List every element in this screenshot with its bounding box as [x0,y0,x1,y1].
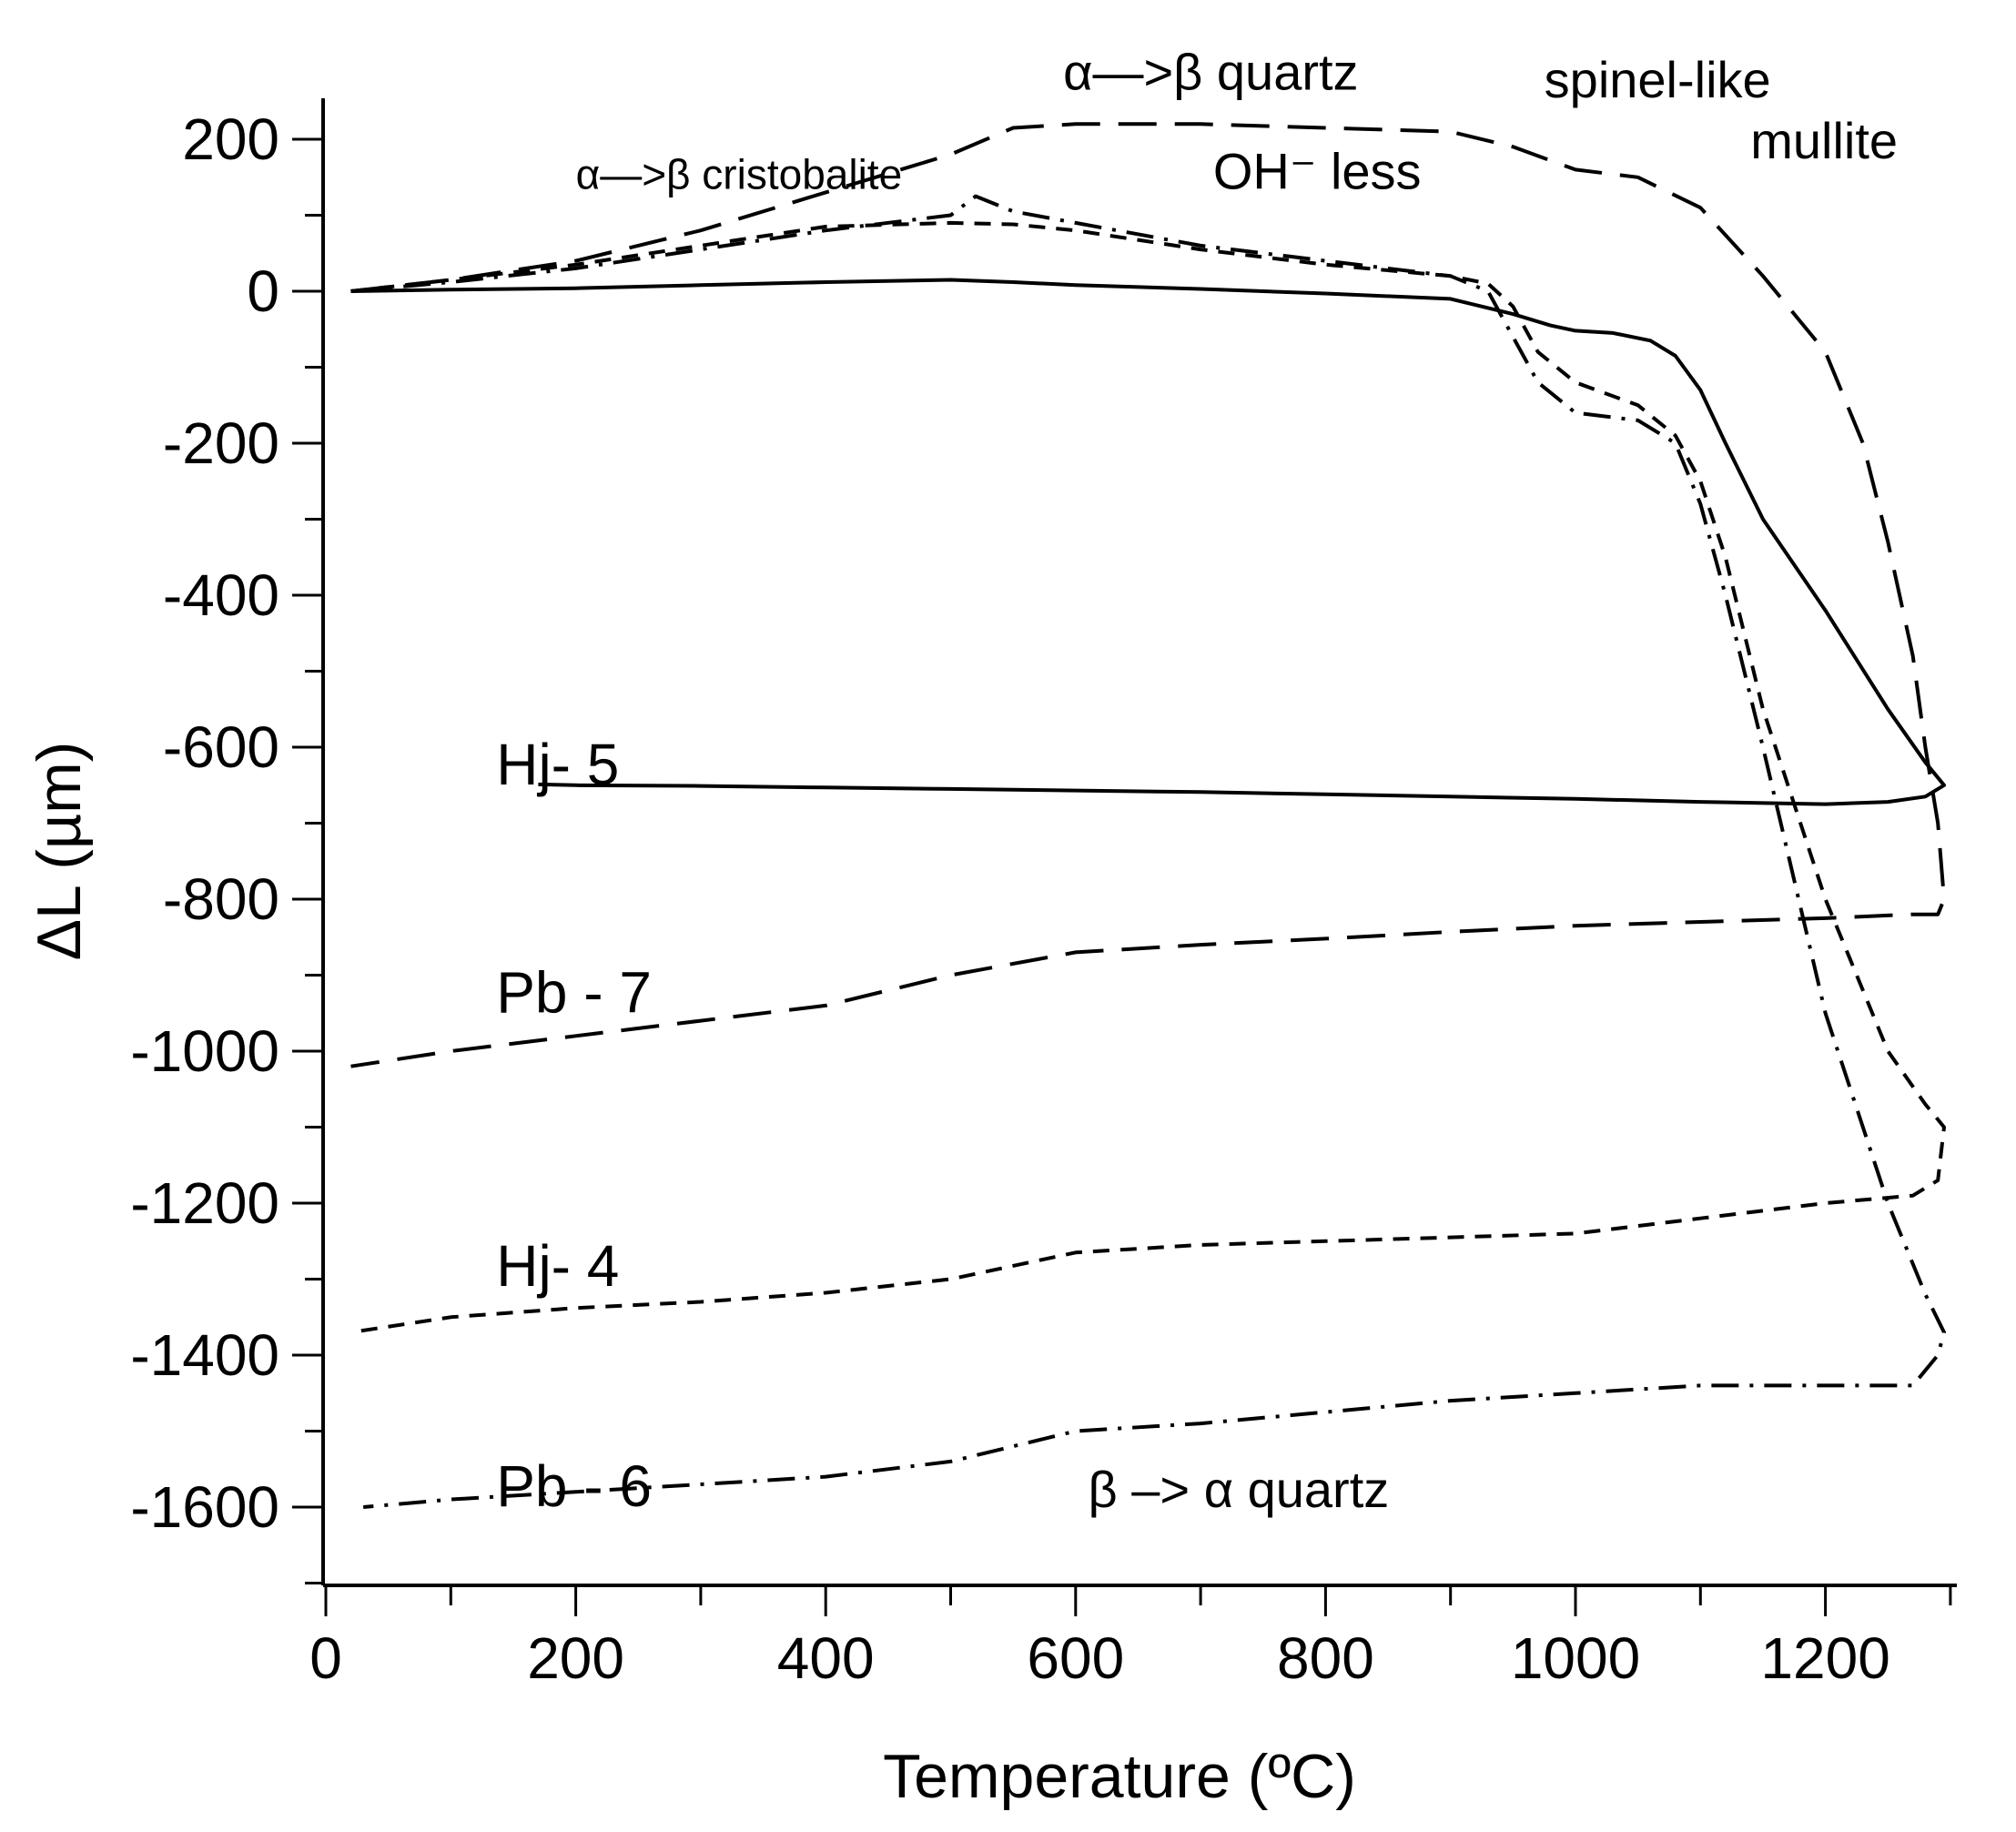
x-tick-label: 1200 [1760,1625,1889,1691]
axis-tick-labels: 0 200 400 600 800 1000 1200 200 0 -200 -400 -600 -80… [130,106,1889,1691]
y-tick-label: -1600 [130,1474,279,1540]
series-label: Hj- 5 [496,732,619,797]
y-tick-label: 200 [182,106,279,172]
x-tick-label: 200 [527,1625,624,1691]
y-axis-title: ΔL (µm) [25,742,94,961]
annotation-quartz-down: β –> α quartz [1089,1461,1390,1518]
axis-ticks [292,137,1952,1616]
annotation-cristobalite: α—>β cristobalite [576,150,903,197]
series-curves [350,122,1946,1509]
axes [321,98,1957,1587]
annotation-oh-less: OH⁻ less [1213,142,1422,199]
y-tick-label: -400 [163,562,279,628]
y-tick-label: -600 [163,714,279,780]
y-tick-label: -1000 [130,1018,279,1084]
x-tick-label: 400 [777,1625,875,1691]
series-curve-hj-5 [350,278,1946,806]
y-tick-label: -1200 [130,1170,279,1236]
annotation-mullite: mullite [1750,112,1898,169]
x-axis-title: Temperature (ºC) [883,1742,1356,1811]
annotations: α—>β cristobalite α—>β quartz OH⁻ less spin… [576,44,1898,1518]
y-tick-label: -200 [163,410,279,476]
series-curve-hj-4 [350,220,1946,1334]
x-tick-label: 600 [1027,1625,1124,1691]
x-tick-label: 800 [1277,1625,1374,1691]
series-label: Pb - 6 [496,1453,652,1519]
y-tick-label: 0 [247,258,279,324]
series-label: Hj- 4 [496,1233,619,1299]
x-tick-label: 0 [309,1625,342,1691]
y-tick-label: -1400 [130,1322,279,1388]
series-labels: Hj- 5 Pb - 7 Hj- 4 Pb - 6 [496,732,652,1519]
annotation-quartz-up: α—>β quartz [1063,44,1359,101]
x-tick-label: 1000 [1511,1625,1640,1691]
y-tick-label: -800 [163,866,279,932]
annotation-spinel: spinel-like [1545,51,1771,108]
series-label: Pb - 7 [496,959,652,1025]
series-curve-pb-6 [350,194,1946,1509]
series-curve-pb-7 [350,122,1946,1068]
